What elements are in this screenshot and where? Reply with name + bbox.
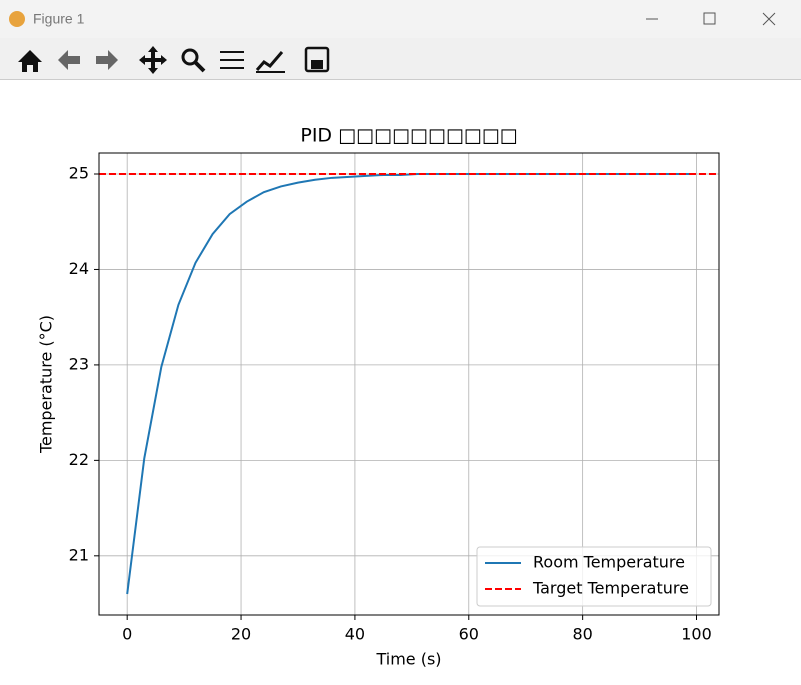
configure-button[interactable] bbox=[220, 51, 244, 69]
x-tick-label: 40 bbox=[345, 625, 365, 644]
edit-axis-button[interactable] bbox=[255, 51, 284, 71]
x-tick-label: 0 bbox=[122, 625, 132, 644]
y-tick-label: 22 bbox=[69, 450, 89, 469]
y-tick-label: 24 bbox=[69, 259, 89, 278]
y-axis-label: Temperature (°C) bbox=[37, 315, 56, 454]
y-tick-label: 21 bbox=[69, 545, 89, 564]
x-tick-label: 80 bbox=[572, 625, 592, 644]
legend-label: Target Temperature bbox=[532, 579, 689, 598]
zoom-button[interactable] bbox=[181, 48, 199, 66]
save-button[interactable] bbox=[304, 46, 330, 73]
forward-button[interactable] bbox=[96, 50, 118, 70]
axes-frame bbox=[98, 152, 720, 616]
y-tick-label: 23 bbox=[69, 354, 89, 373]
maximize-button[interactable] bbox=[703, 12, 716, 25]
x-tick-label: 100 bbox=[681, 625, 712, 644]
title-bar bbox=[0, 0, 801, 38]
x-tick-label: 20 bbox=[231, 625, 251, 644]
data-line bbox=[126, 173, 691, 595]
y-tick-label: 25 bbox=[69, 164, 89, 183]
back-button[interactable] bbox=[58, 50, 80, 70]
app-icon bbox=[9, 11, 25, 27]
x-tick-label: 60 bbox=[459, 625, 479, 644]
pan-button[interactable] bbox=[139, 46, 167, 74]
legend-label: Room Temperature bbox=[533, 553, 685, 572]
window-title: Figure 1 bbox=[33, 11, 85, 27]
chart-title: PID □□□□□□□□□□ bbox=[300, 125, 517, 147]
close-button[interactable] bbox=[762, 12, 776, 26]
legend-box bbox=[476, 546, 712, 607]
toolbar bbox=[0, 38, 801, 80]
home-button[interactable] bbox=[18, 50, 42, 72]
x-axis-label: Time (s) bbox=[375, 650, 441, 669]
